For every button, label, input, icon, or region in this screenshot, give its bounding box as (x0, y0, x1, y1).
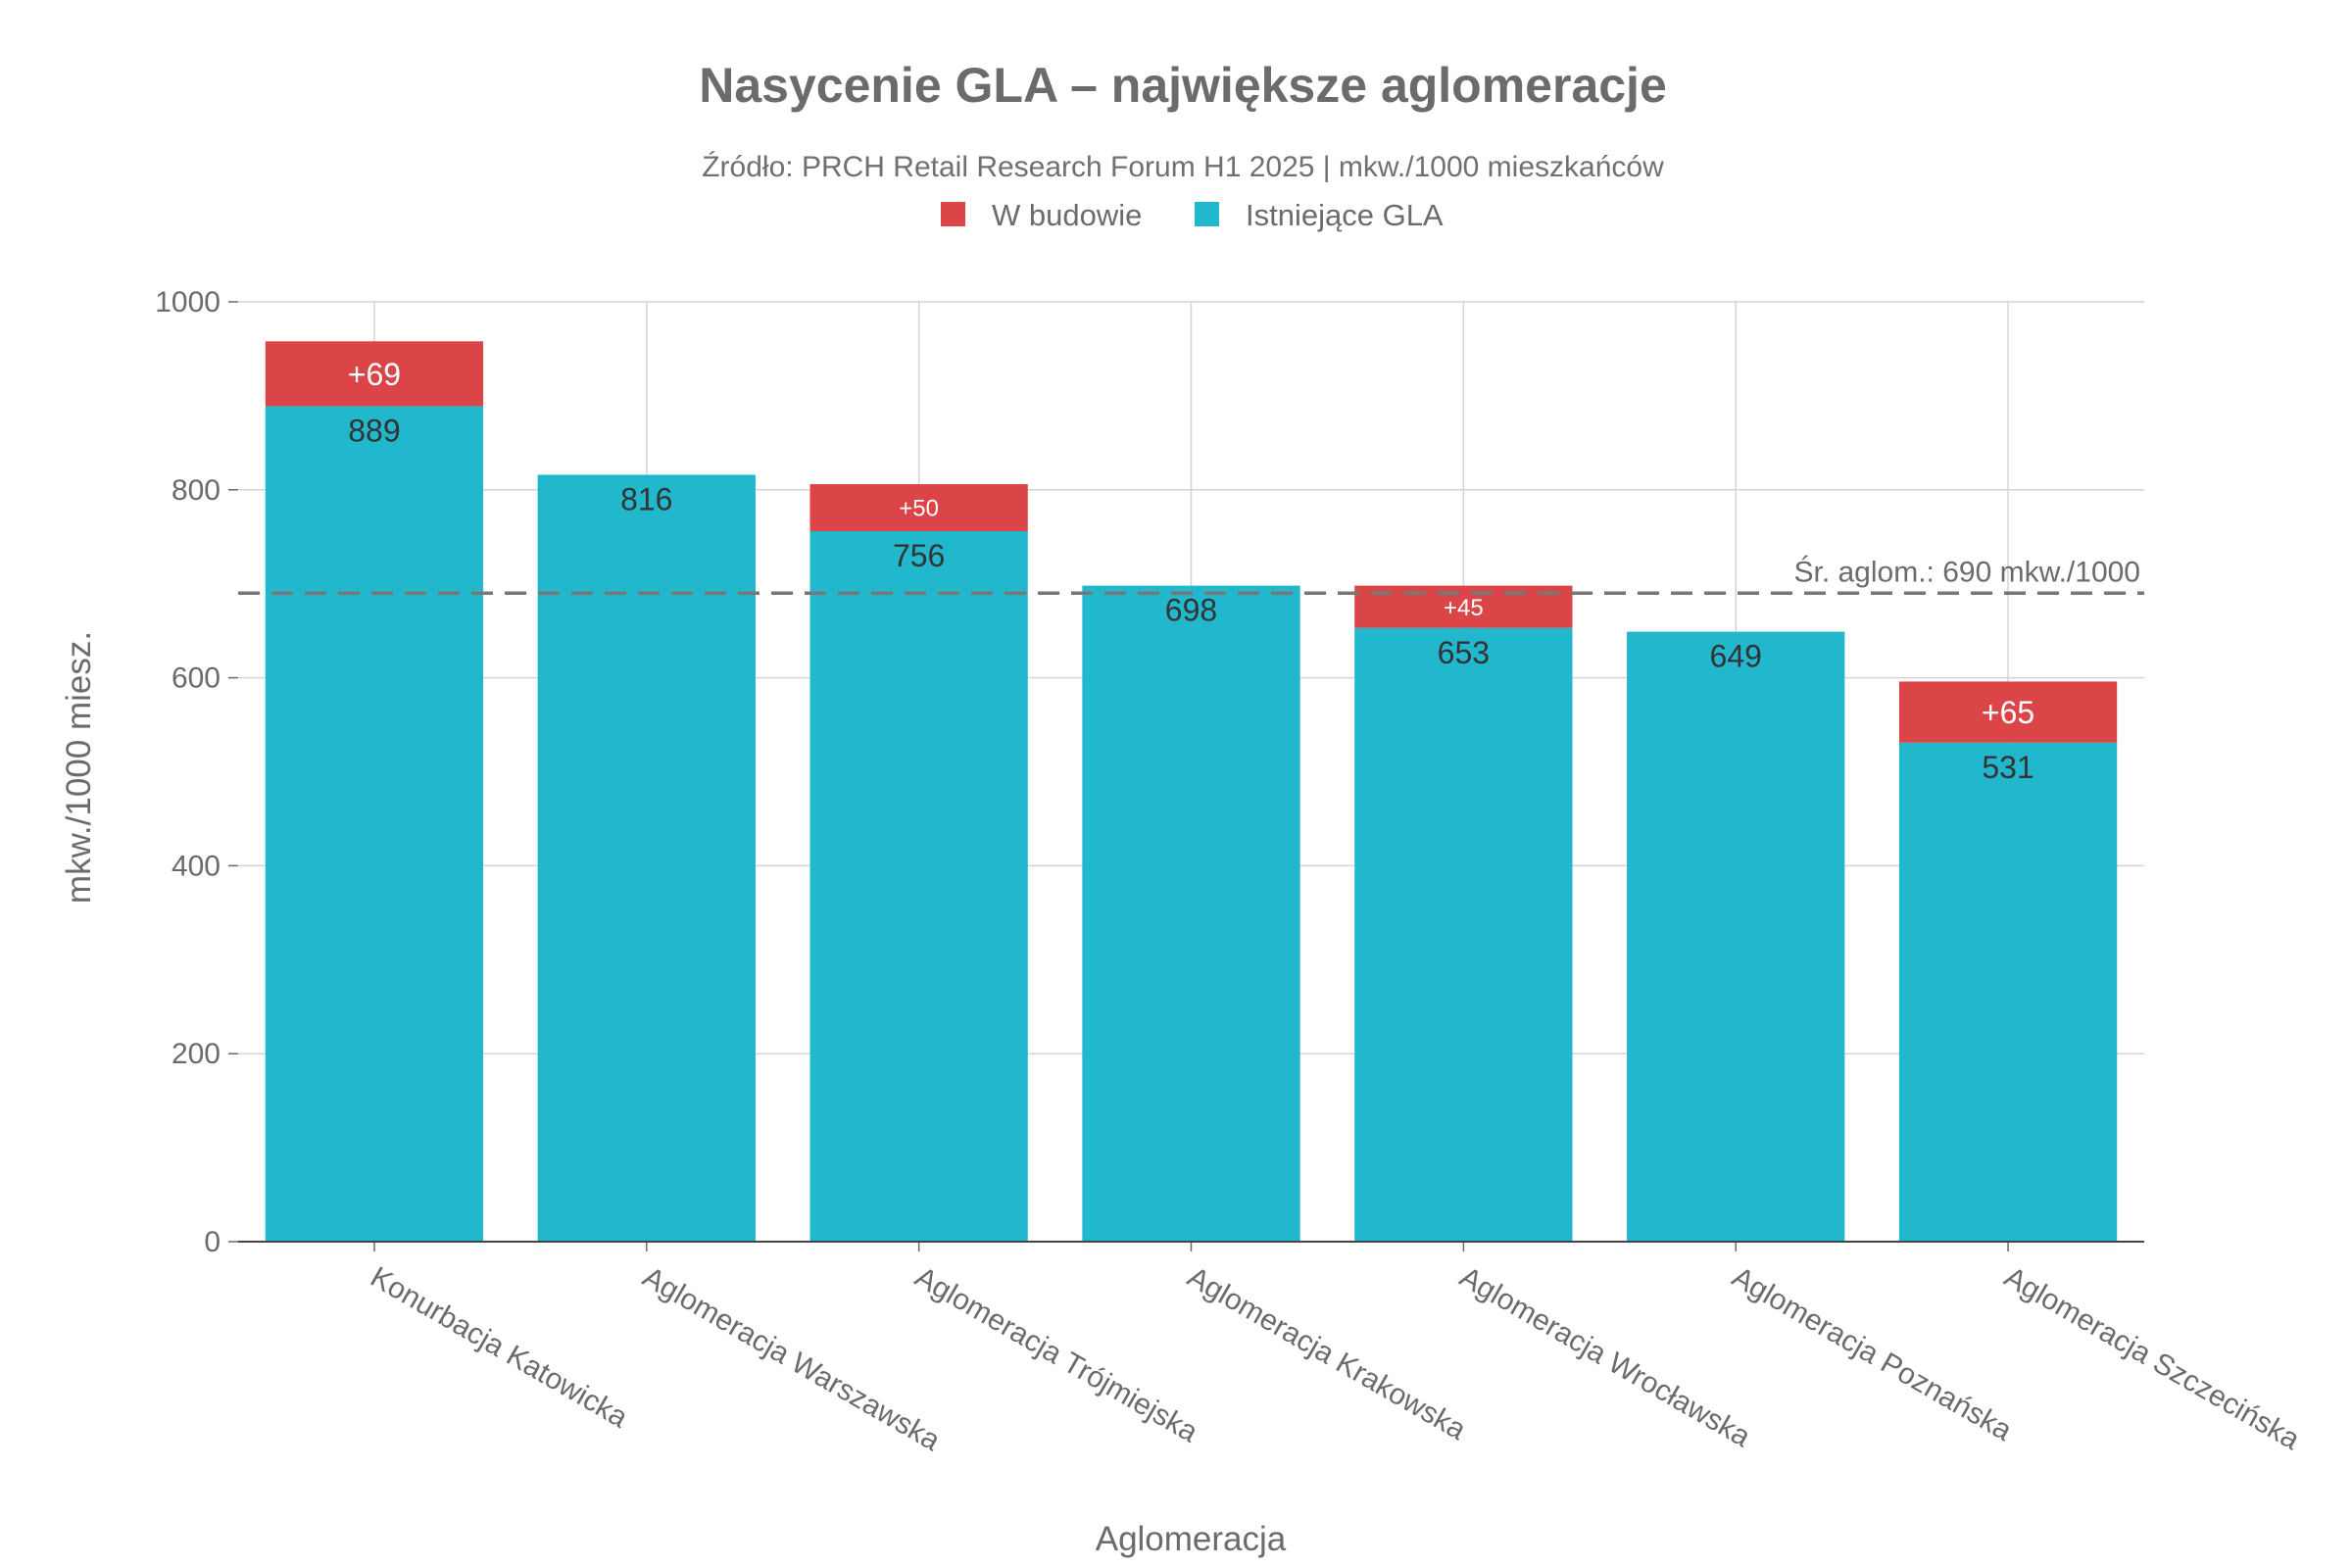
bars: +69 889 816 +50 756 698 +45 653 649 +65 531 Śr. agl… (238, 341, 2144, 1243)
data-label-w-budowie-aglomeracja-trojmiejska: +50 (899, 496, 939, 522)
legend-swatch-istniejace-gla (1195, 202, 1219, 226)
chart-subtitle: Źródło: PRCH Retail Research Forum H1 20… (702, 151, 1664, 183)
y-tick-label: 0 (204, 1226, 220, 1258)
x-tick-label-aglomeracja-trojmiejska: Aglomeracja Trójmiejska (909, 1260, 1203, 1448)
chart-title: Nasycenie GLA – największe aglomeracje (699, 58, 1667, 113)
y-tick-label: 1000 (155, 286, 220, 318)
x-tick-label-aglomeracja-krakowska: Aglomeracja Krakowska (1182, 1260, 1471, 1446)
bar-w-budowie-aglomeracja-szczecinska (1898, 681, 2118, 743)
y-tick-label: 600 (172, 662, 220, 695)
bar-istniejace-konurbacja-katowicka (265, 406, 484, 1243)
x-tick-label-aglomeracja-wroclawska: Aglomeracja Wrocławska (1454, 1260, 1756, 1453)
data-label-w-budowie-aglomeracja-szczecinska: +65 (1982, 695, 2034, 730)
data-label-istniejace-aglomeracja-warszawska: 816 (620, 481, 672, 516)
x-tick-label-aglomeracja-szczecinska: Aglomeracja Szczecińska (1999, 1260, 2306, 1456)
x-axis-title: Aglomeracja (1096, 1520, 1287, 1558)
bar-istniejace-aglomeracja-wroclawska (1354, 627, 1573, 1242)
legend-label-istniejace-gla: Istniejące GLA (1246, 198, 1444, 232)
data-label-w-budowie-aglomeracja-wroclawska: +45 (1444, 595, 1484, 621)
data-label-istniejace-aglomeracja-wroclawska: 653 (1438, 635, 1490, 670)
x-tick-label-aglomeracja-warszawska: Aglomeracja Warszawska (637, 1260, 946, 1457)
bar-istniejace-aglomeracja-warszawska (537, 474, 756, 1242)
data-label-istniejace-konurbacja-katowicka: 889 (348, 413, 400, 448)
average-reference-label: Śr. aglom.: 690 mkw./1000 (1793, 555, 2140, 588)
bar-istniejace-aglomeracja-trojmiejska (809, 530, 1028, 1242)
data-label-istniejace-aglomeracja-trojmiejska: 756 (893, 538, 945, 573)
bar-istniejace-aglomeracja-szczecinska (1898, 742, 2118, 1242)
y-tick-label: 200 (172, 1038, 220, 1070)
bar-istniejace-aglomeracja-poznanska (1627, 631, 1845, 1242)
bar-w-budowie-konurbacja-katowicka (265, 341, 484, 407)
legend-label-w-budowie: W budowie (992, 198, 1142, 232)
data-label-istniejace-aglomeracja-krakowska: 698 (1165, 593, 1217, 628)
legend-swatch-w-budowie (941, 202, 965, 226)
data-label-istniejace-aglomeracja-szczecinska: 531 (1982, 750, 2034, 785)
y-tick-label: 800 (172, 474, 220, 507)
x-tick-label-aglomeracja-poznanska: Aglomeracja Poznańska (1727, 1260, 2018, 1446)
bar-istniejace-aglomeracja-krakowska (1082, 585, 1300, 1242)
data-label-istniejace-aglomeracja-poznanska: 649 (1710, 639, 1762, 674)
y-tick-label: 400 (172, 850, 220, 882)
data-label-w-budowie-konurbacja-katowicka: +69 (348, 357, 401, 392)
x-tick-label-konurbacja-katowicka: Konurbacja Katowicka (365, 1260, 633, 1434)
y-axis-title: mkw./1000 miesz. (60, 631, 98, 904)
legend: W budowie Istniejące GLA (941, 198, 1444, 232)
bar-w-budowie-aglomeracja-trojmiejska (809, 484, 1028, 531)
